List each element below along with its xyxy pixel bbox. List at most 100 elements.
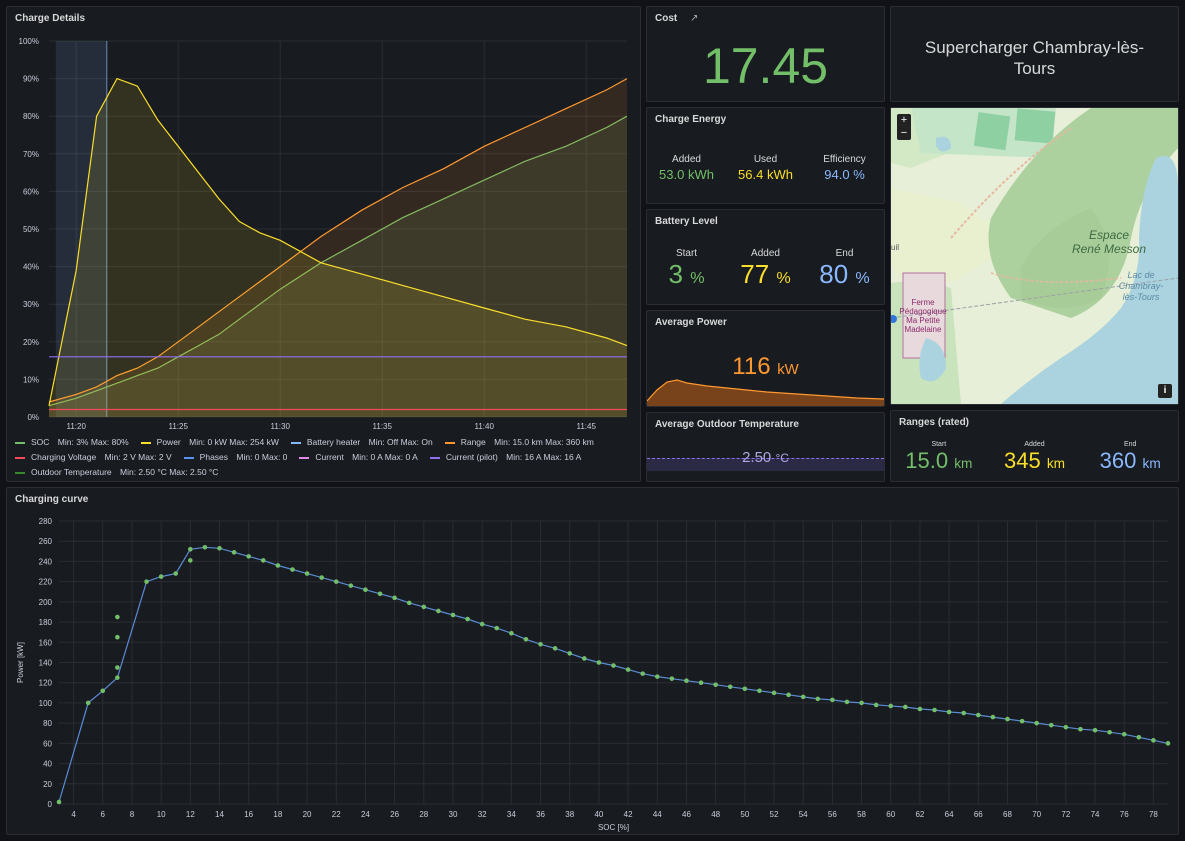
data-point[interactable] — [582, 656, 587, 661]
data-point[interactable] — [654, 674, 660, 679]
data-point[interactable] — [231, 550, 237, 555]
data-point[interactable] — [56, 799, 62, 805]
data-point[interactable] — [698, 680, 704, 686]
data-point[interactable] — [188, 558, 193, 563]
data-point[interactable] — [990, 714, 996, 720]
data-point[interactable] — [217, 545, 222, 551]
data-point[interactable] — [465, 616, 470, 622]
data-point[interactable] — [786, 692, 791, 698]
data-point[interactable] — [727, 684, 733, 690]
data-point[interactable] — [669, 676, 675, 681]
data-point[interactable] — [494, 625, 500, 631]
data-point[interactable] — [1151, 738, 1156, 743]
data-point[interactable] — [246, 554, 251, 559]
data-point[interactable] — [1078, 726, 1083, 732]
data-point[interactable] — [625, 667, 631, 672]
zoom-in-button[interactable]: + — [900, 114, 908, 126]
data-point[interactable] — [188, 547, 193, 552]
charge-details-chart[interactable]: 100% 90% 80% 70% 60% 50% 40% 30% 20% 10% 0% 11:20 11… — [7, 7, 640, 432]
data-point[interactable] — [917, 706, 923, 712]
data-point[interactable] — [932, 707, 937, 713]
data-point[interactable] — [85, 700, 91, 706]
map-panel[interactable]: Espace René Messon Lac de Chambray- lès-… — [890, 107, 1179, 405]
zoom-out-button[interactable]: − — [900, 127, 908, 139]
data-point[interactable] — [1121, 731, 1127, 737]
data-point[interactable] — [640, 671, 645, 676]
legend-item[interactable]: Phases Min: 0 Max: 0 — [183, 450, 287, 465]
data-point[interactable] — [859, 700, 864, 706]
data-point[interactable] — [406, 600, 412, 606]
data-point[interactable] — [1005, 716, 1010, 722]
data-point[interactable] — [757, 688, 762, 694]
charging-curve-chart[interactable]: 0 20 40 60 80 100 120 140 160 180 200 220 240 260 280 4… — [7, 488, 1178, 834]
data-point[interactable] — [392, 595, 397, 601]
data-point[interactable] — [290, 567, 295, 572]
data-point[interactable] — [333, 579, 339, 584]
map-info-button[interactable]: i — [1158, 384, 1172, 398]
data-point[interactable] — [275, 563, 281, 568]
x-tick-label: 42 — [624, 810, 633, 819]
data-point[interactable] — [421, 604, 427, 610]
data-point[interactable] — [202, 544, 208, 550]
series-line-range[interactable] — [48, 78, 628, 403]
data-point[interactable] — [567, 651, 573, 656]
data-point[interactable] — [1019, 718, 1025, 724]
data-point[interactable] — [523, 636, 529, 642]
data-point[interactable] — [873, 702, 879, 708]
data-point[interactable] — [348, 583, 354, 588]
data-point[interactable] — [552, 646, 558, 651]
data-point[interactable] — [961, 710, 967, 716]
legend-item[interactable]: Current Min: 0 A Max: 0 A — [299, 450, 418, 465]
data-point[interactable] — [1092, 727, 1098, 733]
legend-item[interactable]: Current (pilot) Min: 16 A Max: 16 A — [429, 450, 581, 465]
data-point[interactable] — [611, 663, 616, 668]
data-point[interactable] — [304, 571, 310, 576]
data-point[interactable] — [538, 642, 543, 647]
data-point[interactable] — [1063, 724, 1069, 730]
legend-item[interactable]: Power Min: 0 kW Max: 254 kW — [140, 435, 279, 450]
data-point[interactable] — [1034, 720, 1039, 726]
data-point[interactable] — [771, 690, 777, 696]
data-point[interactable] — [888, 703, 894, 709]
legend-item[interactable]: Range Min: 15.0 km Max: 360 km — [444, 435, 594, 450]
data-point[interactable] — [115, 665, 120, 670]
data-point[interactable] — [115, 675, 120, 680]
data-point[interactable] — [377, 591, 383, 597]
data-point[interactable] — [684, 678, 689, 683]
data-point[interactable] — [509, 630, 514, 636]
data-point[interactable] — [100, 688, 106, 694]
data-point[interactable] — [363, 587, 368, 593]
data-point[interactable] — [903, 704, 908, 710]
data-point[interactable] — [158, 574, 164, 579]
data-point[interactable] — [144, 579, 149, 584]
data-point[interactable] — [436, 608, 441, 614]
data-point[interactable] — [450, 612, 456, 618]
data-point[interactable] — [742, 686, 748, 692]
data-point[interactable] — [844, 699, 850, 705]
data-point[interactable] — [1136, 734, 1142, 740]
series-line-soc[interactable] — [48, 115, 628, 407]
data-point[interactable] — [976, 712, 981, 718]
legend-item[interactable]: Battery heater Min: Off Max: On — [290, 435, 433, 450]
data-point[interactable] — [115, 614, 120, 620]
data-point[interactable] — [713, 682, 718, 688]
data-point[interactable] — [1165, 741, 1171, 746]
data-point[interactable] — [173, 571, 179, 576]
data-point[interactable] — [319, 575, 324, 580]
data-point[interactable] — [815, 696, 821, 702]
data-point[interactable] — [946, 709, 952, 715]
data-point[interactable] — [115, 634, 120, 640]
series-line-power[interactable] — [48, 77, 628, 406]
legend-item[interactable]: SOC Min: 3% Max: 80% — [15, 435, 129, 450]
data-point[interactable] — [1107, 729, 1112, 735]
legend-item[interactable]: Charging Voltage Min: 2 V Max: 2 V — [15, 450, 172, 465]
data-point[interactable] — [596, 660, 602, 665]
data-point[interactable] — [479, 621, 485, 627]
data-point[interactable] — [1048, 722, 1054, 728]
data-point[interactable] — [800, 694, 806, 700]
data-point[interactable] — [260, 558, 266, 563]
external-link-icon[interactable]: ↗ — [690, 13, 699, 24]
map-canvas[interactable]: Espace René Messon Lac de Chambray- lès-… — [891, 108, 1178, 404]
legend-item[interactable]: Outdoor Temperature Min: 2.50 °C Max: 2.… — [15, 465, 218, 480]
data-point[interactable] — [830, 697, 835, 703]
